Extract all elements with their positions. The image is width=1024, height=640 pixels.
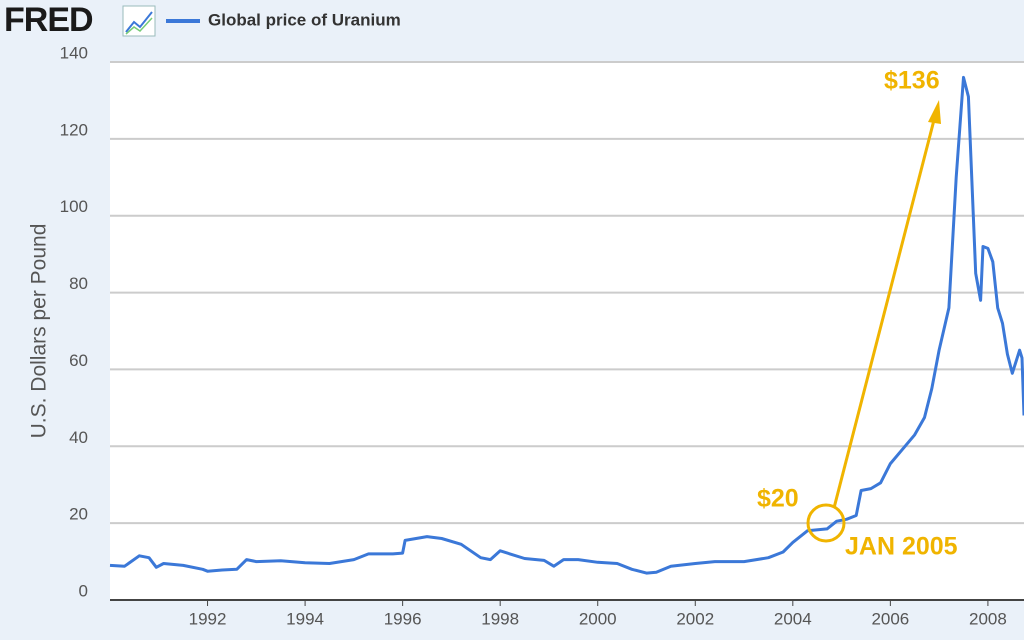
y-tick-label: 80: [69, 274, 88, 293]
annotation: $20: [757, 485, 799, 513]
y-tick-label: 60: [69, 351, 88, 370]
data-line: [109, 75, 1024, 575]
y-tick-label: 0: [79, 581, 88, 600]
y-tick-label: 140: [60, 43, 88, 62]
x-tick-label: 2004: [774, 609, 812, 628]
y-tick-label: 40: [69, 428, 88, 447]
y-axis-label: U.S. Dollars per Pound: [28, 224, 51, 439]
plot-area: [110, 62, 1024, 600]
legend-label: Global price of Uranium: [208, 10, 401, 29]
y-tick-label: 120: [60, 120, 88, 139]
x-tick-label: 2006: [871, 609, 909, 628]
y-tick-label: 20: [69, 505, 88, 524]
grid: 0 20 40 60 80 100 120 140 1992 1994 1996 1998 2000 20…: [60, 43, 1024, 628]
logo: FRED: [4, 1, 93, 39]
x-tick-label: 1994: [286, 609, 324, 628]
annotation-circle: [806, 503, 846, 543]
x-tick-label: 2000: [579, 609, 617, 628]
annotation: $136: [884, 67, 940, 95]
logo-icon: [122, 5, 156, 37]
x-tick-label: 2008: [969, 609, 1007, 628]
x-tick-label: 1992: [189, 609, 227, 628]
annotations: $136 $20 JAN 2005: [757, 67, 958, 561]
annotation: JAN 2005: [845, 533, 958, 561]
annotation-arrow: [832, 119, 936, 509]
x-tick-label: 1998: [481, 609, 519, 628]
x-tick-label: 1996: [384, 609, 422, 628]
annotation-arrowhead: [928, 100, 941, 124]
x-tick-label: 2002: [676, 609, 714, 628]
y-tick-label: 100: [60, 197, 88, 216]
marks: [109, 75, 1024, 575]
